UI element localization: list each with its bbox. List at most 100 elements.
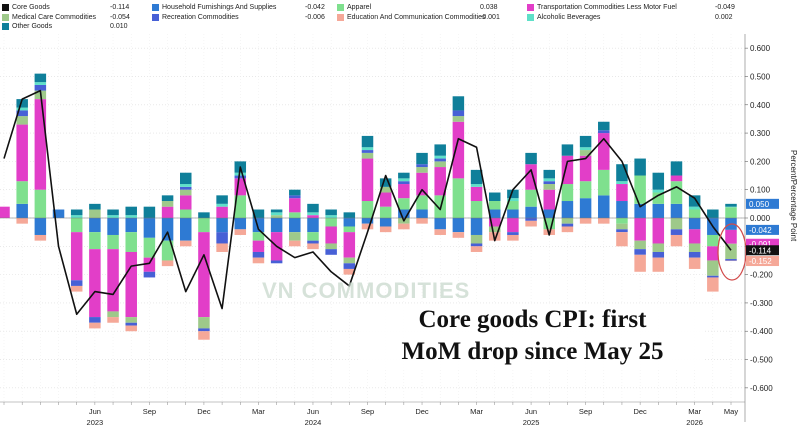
end-label: -0.114	[746, 245, 779, 256]
bar-segment	[452, 110, 465, 117]
legend-name: Recreation Commodities	[162, 13, 239, 21]
bar-stack	[161, 195, 174, 267]
bar-stack	[688, 195, 701, 269]
bar-segment	[616, 229, 628, 233]
bar-segment	[70, 232, 83, 281]
bar-segment	[16, 110, 28, 117]
bar-segment	[125, 215, 137, 218]
annotation-box: Core goods CPI: first MoM drop since May…	[360, 304, 705, 368]
bar-segment	[107, 317, 119, 323]
end-label-text: 0.050	[749, 200, 770, 209]
bar-segment	[416, 164, 428, 168]
x-month-label: Jun	[307, 407, 319, 416]
bar-stack	[0, 206, 10, 218]
bar-segment	[34, 218, 47, 235]
bar-segment	[434, 155, 446, 159]
bar-stack	[307, 203, 319, 250]
bar-segment	[670, 229, 683, 235]
bar-segment	[579, 218, 592, 224]
x-month-label: Jun	[89, 407, 101, 416]
bar-segment	[89, 249, 101, 318]
legend-swatch	[2, 23, 9, 30]
bar-stack	[107, 209, 119, 323]
bar-segment	[507, 234, 519, 241]
y-axis: 0.6000.5000.4000.3000.2000.1000.000-0.10…	[745, 44, 773, 393]
bar-segment	[270, 260, 283, 264]
x-month-label: Dec	[197, 407, 211, 416]
bar-segment	[143, 237, 156, 258]
bar-stack	[70, 209, 83, 292]
bar-segment	[488, 218, 501, 227]
bar-segment	[670, 175, 683, 182]
bar-stack	[470, 169, 483, 252]
bar-stack	[289, 189, 301, 247]
legend-swatch	[337, 13, 344, 21]
bar-segment	[579, 150, 592, 156]
bar-segment	[234, 175, 247, 179]
bar-segment	[270, 209, 283, 213]
bar-segment	[289, 232, 301, 241]
bar-segment	[161, 206, 174, 218]
bar-segment	[543, 181, 555, 185]
bar-stack	[652, 172, 665, 272]
bar-stack	[198, 212, 210, 340]
bar-stack	[416, 152, 428, 224]
bar-segment	[398, 184, 410, 199]
bar-segment	[470, 169, 483, 185]
bar-segment	[289, 195, 301, 199]
bar-segment	[561, 144, 574, 156]
bar-segment	[198, 232, 210, 318]
end-label: -0.042	[746, 224, 779, 235]
bar-stack	[634, 158, 646, 272]
bar-segment	[70, 215, 83, 218]
y-tick-label: -0.300	[750, 299, 773, 308]
bar-segment	[707, 260, 719, 276]
y-tick-label: 0.400	[750, 101, 771, 110]
bar-segment	[107, 249, 119, 312]
bar-segment	[234, 229, 247, 235]
end-label: -0.152	[746, 256, 779, 267]
end-label-text: -0.042	[749, 226, 772, 235]
bar-segment	[307, 240, 319, 244]
bar-segment	[198, 331, 210, 340]
bar-segment	[125, 232, 137, 252]
bar-segment	[161, 201, 174, 207]
y-tick-label: 0.300	[750, 129, 771, 138]
core-goods-polyline	[3, 89, 732, 316]
legend-swatch	[2, 13, 9, 21]
bar-stack	[89, 203, 101, 329]
bar-segment	[0, 206, 10, 218]
bar-stack	[379, 178, 392, 233]
bar-segment	[107, 215, 119, 218]
bar-segment	[325, 249, 337, 255]
x-month-label: Mar	[688, 407, 701, 416]
bar-segment	[125, 322, 137, 326]
bar-segment	[252, 240, 265, 252]
bar-segment	[52, 209, 65, 218]
bar-segment	[707, 275, 719, 278]
bar-segment	[234, 172, 247, 176]
watermark: VN COMMODITIES	[262, 278, 471, 303]
bar-segment	[143, 257, 156, 272]
bar-stack	[561, 144, 574, 233]
bar-segment	[379, 206, 392, 218]
bar-segment	[416, 209, 428, 218]
x-year-label: 2025	[523, 418, 540, 427]
bar-segment	[70, 285, 83, 292]
bar-segment	[670, 203, 683, 218]
bar-segment	[525, 164, 537, 190]
bar-segment	[470, 234, 483, 244]
bar-segment	[652, 218, 665, 244]
bar-segment	[598, 195, 610, 218]
bar-segment	[652, 192, 665, 204]
legend-swatch	[527, 13, 534, 21]
bar-stack	[507, 189, 519, 241]
x-month-label: May	[724, 407, 738, 416]
bar-segment	[398, 181, 410, 185]
bar-segment	[34, 189, 47, 218]
bar-segment	[452, 116, 465, 122]
bar-stack	[143, 206, 156, 278]
bar-segment	[180, 172, 192, 185]
bar-segment	[507, 232, 519, 235]
bar-segment	[70, 280, 83, 286]
